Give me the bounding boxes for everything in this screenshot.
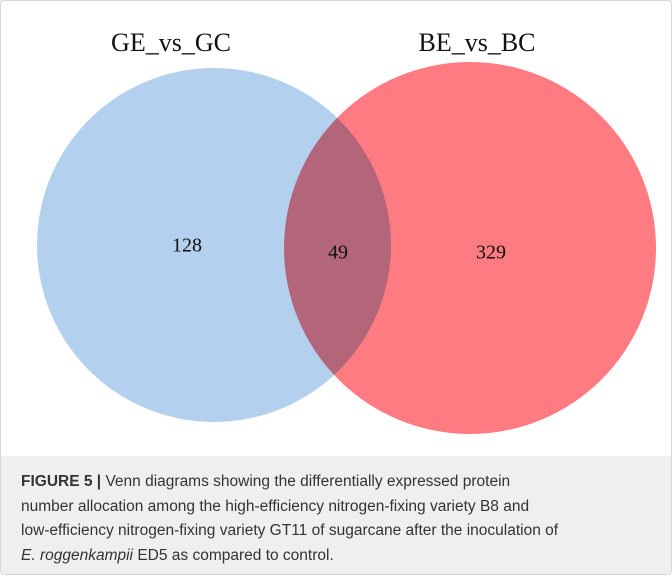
caption-line: number allocation among the high-efficie… <box>21 497 530 515</box>
caption-text: Venn diagrams showing the differentially… <box>101 473 511 490</box>
count-label: 329 <box>476 242 506 264</box>
set-circle <box>37 68 391 422</box>
caption-line: FIGURE 5 | Venn diagrams showing the dif… <box>21 470 651 495</box>
caption-label: FIGURE 5 | <box>21 473 102 490</box>
caption-text: ED5 as compared to control. <box>133 546 334 564</box>
caption-line: E. roggenkampii ED5 as compared to contr… <box>21 544 651 569</box>
caption: FIGURE 5 | Venn diagrams showing the dif… <box>1 456 671 574</box>
set-label: GE_vs_GC <box>111 28 231 57</box>
set-label: BE_vs_BC <box>418 28 535 57</box>
venn-chart: GE_vs_GC BE_vs_BC 128 49 329 <box>37 28 656 434</box>
caption-line: low-efficiency nitrogen-fixing variety G… <box>21 522 559 539</box>
count-label: 128 <box>172 235 202 257</box>
set-circle <box>284 62 656 434</box>
count-label: 49 <box>328 242 348 264</box>
caption-italic: E. roggenkampii <box>21 546 134 564</box>
